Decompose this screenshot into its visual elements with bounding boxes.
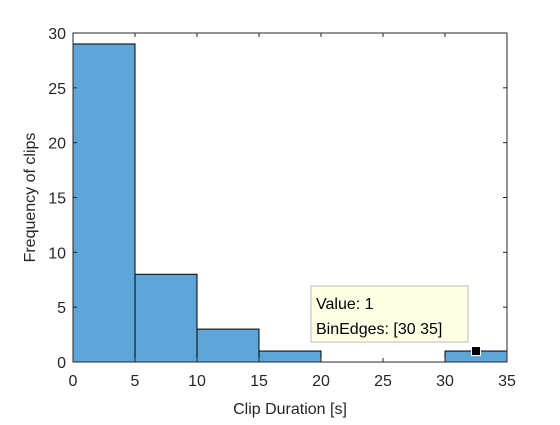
x-tick-label: 20 — [312, 373, 330, 390]
histogram-bar[interactable] — [197, 329, 259, 362]
y-tick-label: 5 — [57, 300, 66, 317]
x-tick-label: 0 — [69, 373, 78, 390]
x-tick-label: 5 — [131, 373, 140, 390]
y-tick-label: 20 — [48, 136, 66, 153]
x-tick-label: 25 — [374, 373, 392, 390]
y-tick-label: 30 — [48, 26, 66, 43]
x-tick-label: 10 — [188, 373, 206, 390]
y-tick-label: 10 — [48, 245, 66, 262]
x-tick-label: 30 — [436, 373, 454, 390]
histogram-bar[interactable] — [73, 44, 135, 362]
y-tick-label: 15 — [48, 191, 66, 208]
x-axis-label: Clip Duration [s] — [233, 401, 347, 418]
histogram-bar[interactable] — [135, 274, 197, 362]
x-tick-label: 15 — [250, 373, 268, 390]
datatip-value-text: Value: 1 — [316, 296, 374, 313]
y-tick-label: 0 — [57, 355, 66, 372]
y-axis-label: Frequency of clips — [22, 133, 39, 263]
datatip-binedges-text: BinEdges: [30 35] — [316, 321, 442, 338]
datatip-marker[interactable] — [472, 347, 481, 356]
histogram-bar[interactable] — [259, 351, 321, 362]
x-tick-label: 35 — [498, 373, 516, 390]
y-tick-label: 25 — [48, 81, 66, 98]
